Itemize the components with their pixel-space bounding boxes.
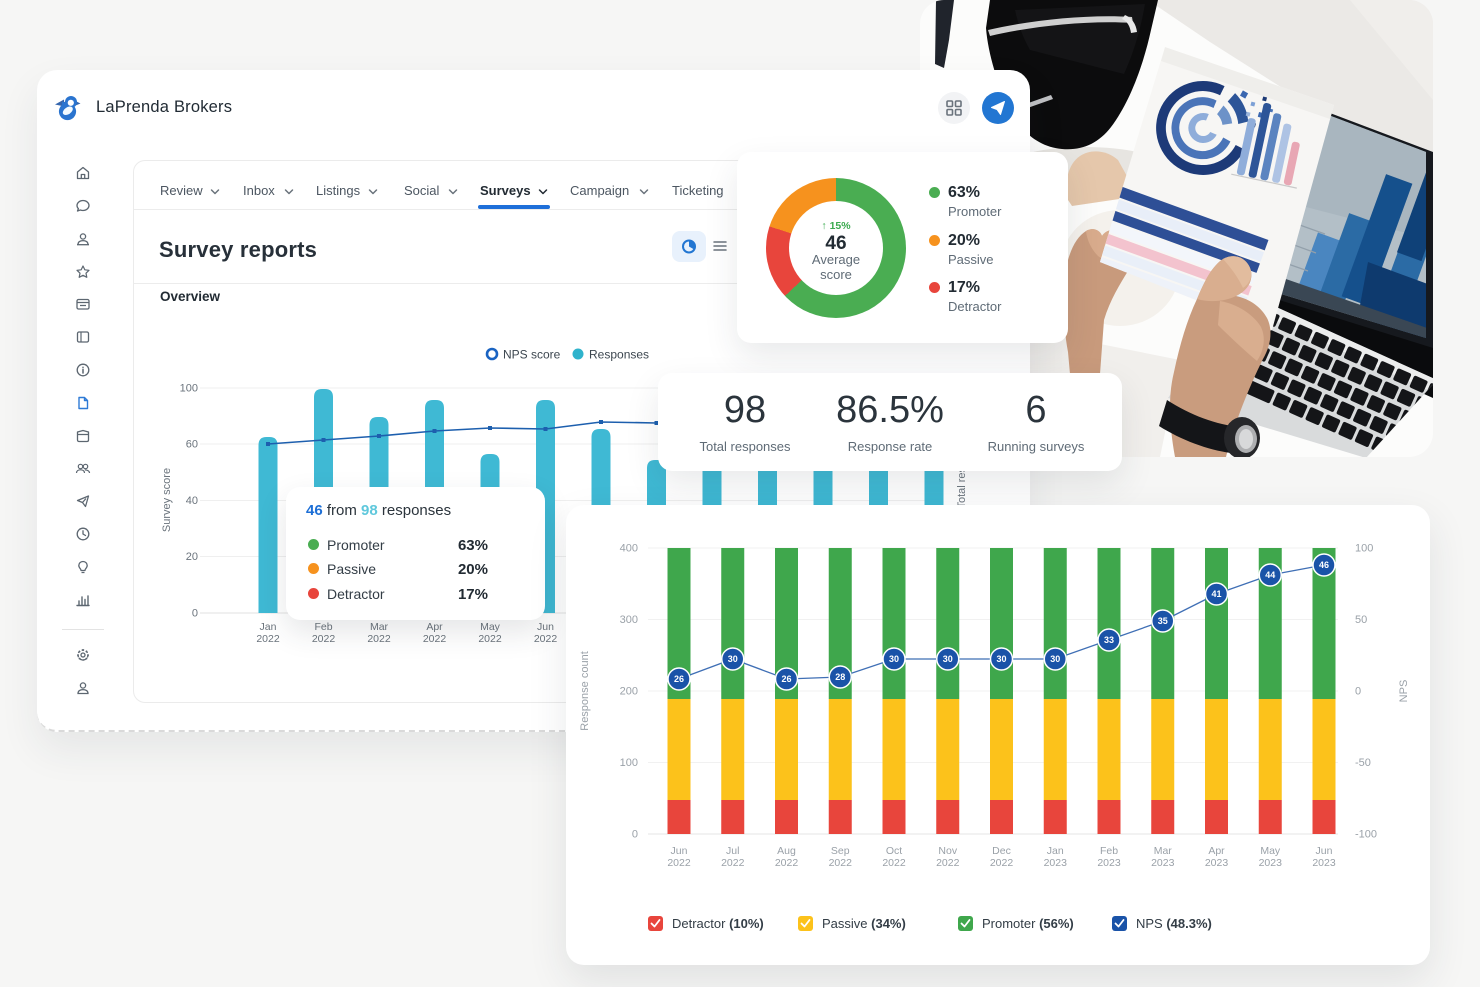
svg-text:Dec: Dec [992, 845, 1011, 857]
svg-text:Sep: Sep [831, 845, 850, 857]
svg-text:400: 400 [620, 543, 638, 555]
svg-text:2023: 2023 [1151, 857, 1175, 869]
svg-text:Aug: Aug [777, 845, 796, 857]
svg-text:28: 28 [835, 672, 845, 682]
svg-text:2023: 2023 [1044, 857, 1068, 869]
svg-text:30: 30 [728, 654, 738, 664]
svg-text:2022: 2022 [367, 633, 391, 645]
svg-text:Response count: Response count [579, 651, 591, 731]
svg-text:Jun: Jun [1316, 845, 1333, 857]
svg-text:20: 20 [186, 551, 198, 563]
svg-text:33: 33 [1104, 635, 1114, 645]
svg-text:May: May [480, 621, 501, 633]
svg-text:2023: 2023 [1097, 857, 1121, 869]
svg-text:30: 30 [889, 654, 899, 664]
svg-text:200: 200 [620, 686, 638, 698]
svg-text:Oct: Oct [886, 845, 902, 857]
svg-text:Nov: Nov [938, 845, 957, 857]
svg-text:Jun: Jun [537, 621, 554, 633]
svg-text:Jul: Jul [726, 845, 739, 857]
svg-text:2022: 2022 [667, 857, 691, 869]
svg-text:40: 40 [186, 495, 198, 507]
svg-text:-100: -100 [1355, 829, 1377, 841]
svg-text:30: 30 [943, 654, 953, 664]
svg-text:2022: 2022 [534, 633, 558, 645]
svg-text:30: 30 [996, 654, 1006, 664]
svg-text:Survey score: Survey score [161, 468, 173, 532]
svg-text:0: 0 [192, 608, 198, 620]
svg-text:2022: 2022 [936, 857, 960, 869]
svg-text:2022: 2022 [256, 633, 280, 645]
svg-text:-50: -50 [1355, 757, 1371, 769]
svg-text:2022: 2022 [882, 857, 906, 869]
svg-text:2023: 2023 [1259, 857, 1283, 869]
svg-text:2022: 2022 [423, 633, 447, 645]
svg-text:41: 41 [1211, 589, 1221, 599]
svg-text:2023: 2023 [1205, 857, 1229, 869]
svg-text:Responses: Responses [589, 348, 649, 362]
svg-text:30: 30 [1050, 654, 1060, 664]
svg-text:Mar: Mar [1154, 845, 1173, 857]
svg-text:100: 100 [620, 757, 638, 769]
svg-text:Feb: Feb [314, 621, 332, 633]
svg-text:46: 46 [1319, 560, 1329, 570]
svg-text:60: 60 [186, 439, 198, 451]
svg-text:100: 100 [180, 383, 198, 395]
svg-text:2022: 2022 [829, 857, 853, 869]
svg-text:2022: 2022 [312, 633, 336, 645]
svg-text:2022: 2022 [990, 857, 1014, 869]
svg-text:50: 50 [1355, 614, 1367, 626]
svg-text:Mar: Mar [370, 621, 389, 633]
svg-text:NPS score: NPS score [503, 348, 561, 362]
svg-text:26: 26 [781, 674, 791, 684]
svg-text:NPS (48.3%): NPS (48.3%) [1136, 916, 1212, 931]
svg-text:Passive (34%): Passive (34%) [822, 916, 906, 931]
svg-text:Jun: Jun [671, 845, 688, 857]
svg-text:Apr: Apr [1208, 845, 1225, 857]
svg-text:0: 0 [632, 829, 638, 841]
svg-text:Promoter (56%): Promoter (56%) [982, 916, 1074, 931]
svg-text:2022: 2022 [775, 857, 799, 869]
svg-text:Detractor (10%): Detractor (10%) [672, 916, 764, 931]
svg-text:26: 26 [674, 674, 684, 684]
svg-text:May: May [1260, 845, 1281, 857]
svg-text:300: 300 [620, 614, 638, 626]
svg-text:NPS: NPS [1398, 680, 1410, 703]
svg-text:100: 100 [1355, 543, 1373, 555]
svg-text:Jan: Jan [1047, 845, 1064, 857]
svg-text:2022: 2022 [478, 633, 502, 645]
svg-text:35: 35 [1158, 616, 1168, 626]
svg-text:44: 44 [1265, 570, 1275, 580]
svg-text:2023: 2023 [1312, 857, 1336, 869]
svg-text:0: 0 [1355, 686, 1361, 698]
svg-text:2022: 2022 [721, 857, 745, 869]
svg-text:Jan: Jan [260, 621, 277, 633]
svg-text:Apr: Apr [426, 621, 443, 633]
svg-text:Feb: Feb [1100, 845, 1118, 857]
